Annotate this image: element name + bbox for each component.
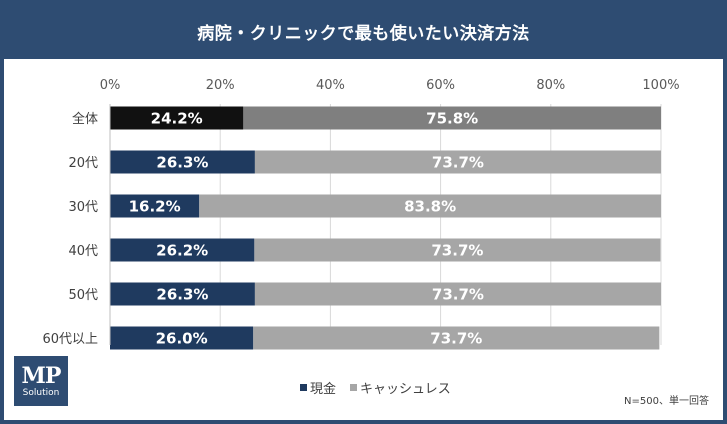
logo-main-text: MP (21, 362, 62, 389)
bar-cash (110, 326, 254, 350)
data-label-cash: 26.3% (156, 154, 208, 172)
x-tick-label: 20% (206, 78, 235, 93)
legend-swatch-cash (300, 384, 307, 391)
chart-title: 病院・クリニックで最も使いたい決済方法 (4, 4, 723, 59)
data-label-cash: 26.3% (156, 286, 208, 304)
legend-label-cash: 現金 (310, 382, 337, 397)
mp-solution-logo: MP Solution (14, 356, 68, 406)
data-label-cashless: 73.7% (432, 286, 484, 304)
bar-cash (110, 106, 244, 130)
data-label-cashless: 73.7% (430, 330, 482, 348)
bar-cashless (253, 326, 660, 350)
bar-cash (110, 282, 255, 306)
logo-sub-text: Solution (22, 387, 60, 398)
bar-cashless (243, 106, 662, 130)
legend: 現金 キャッシュレス (300, 378, 451, 397)
data-label-cashless: 73.7% (432, 154, 484, 172)
category-label: 全体 (72, 111, 98, 127)
data-label-cash: 26.0% (156, 330, 208, 348)
data-label-cash: 16.2% (129, 198, 181, 216)
bar-cashless (199, 194, 661, 218)
category-label: 30代 (68, 200, 98, 215)
category-label: 40代 (68, 244, 98, 259)
sample-note: N=500、単一回答 (624, 396, 709, 407)
x-tick-label: 80% (536, 78, 565, 93)
category-label: 50代 (68, 288, 98, 303)
legend-item-cashless: キャッシュレス (350, 378, 451, 397)
x-tick-label: 60% (426, 78, 455, 93)
data-label-cashless: 73.7% (431, 242, 483, 260)
category-label: 60代以上 (42, 332, 98, 347)
data-label-cash: 24.2% (151, 110, 203, 128)
bar-cash (110, 238, 255, 262)
legend-swatch-cashless (350, 384, 358, 391)
bar-cashless (254, 238, 661, 262)
x-tick-label: 40% (316, 78, 345, 93)
bar-cashless (254, 150, 661, 174)
bar-cashless (254, 282, 661, 306)
data-label-cashless: 75.8% (426, 110, 478, 128)
x-tick-label: 0% (100, 78, 121, 93)
bar-cash (110, 150, 255, 174)
data-label-cash: 26.2% (156, 242, 208, 260)
category-label: 20代 (68, 156, 98, 171)
bar-cash (110, 194, 200, 218)
data-label-cashless: 83.8% (404, 198, 456, 216)
legend-item-cash: 現金 (300, 378, 336, 397)
x-tick-label: 100% (642, 78, 679, 93)
legend-label-cashless: キャッシュレス (360, 382, 451, 397)
